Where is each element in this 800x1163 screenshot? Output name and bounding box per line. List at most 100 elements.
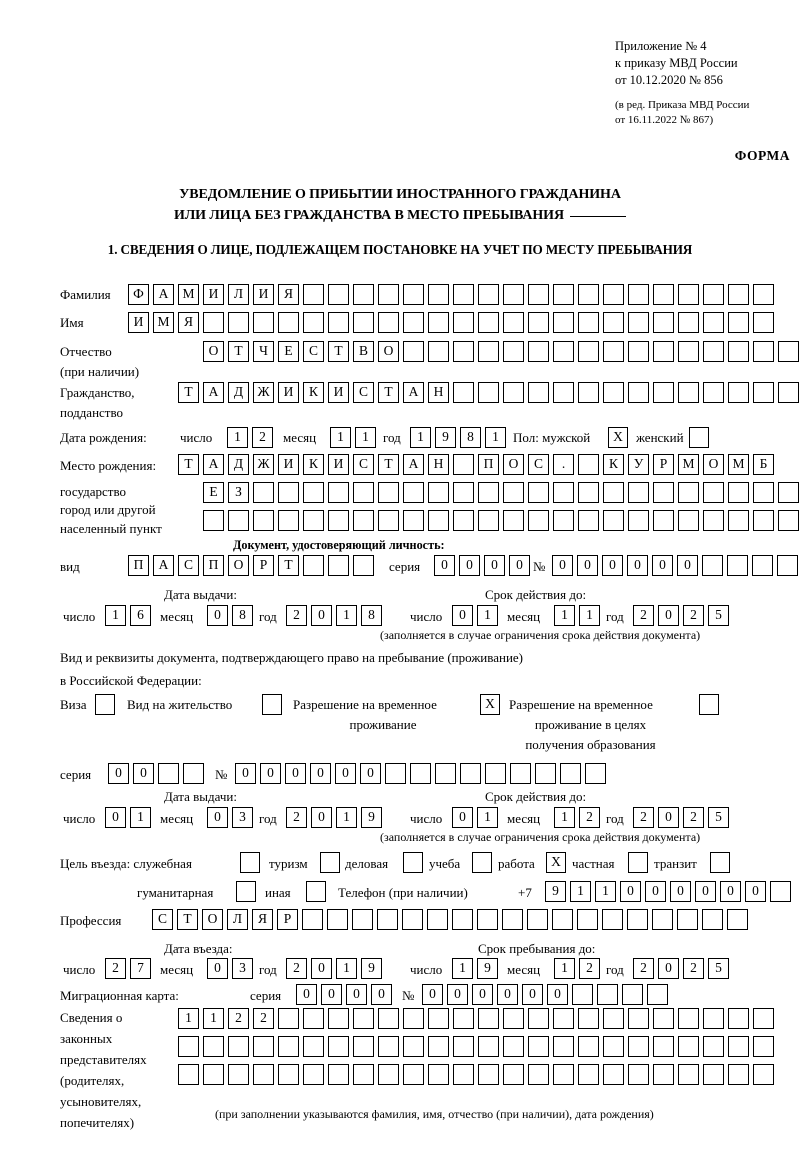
checkbox-purpose-official[interactable] [240, 852, 260, 873]
checkbox-residence-permit[interactable] [262, 694, 282, 715]
input-cell[interactable] [703, 382, 724, 403]
input-cell[interactable] [303, 510, 324, 531]
input-cell[interactable]: И [328, 454, 349, 475]
input-cell[interactable] [628, 1008, 649, 1029]
input-cell[interactable] [503, 1036, 524, 1057]
input-cell[interactable] [677, 909, 698, 930]
input-cell[interactable] [503, 1064, 524, 1085]
input-cell[interactable]: 9 [477, 958, 498, 979]
input-cell[interactable]: 1 [336, 958, 357, 979]
input-cell[interactable] [253, 1064, 274, 1085]
input-cell[interactable] [478, 482, 499, 503]
input-cell[interactable] [653, 341, 674, 362]
input-cell[interactable]: 2 [633, 807, 654, 828]
input-cell[interactable] [528, 510, 549, 531]
input-cell[interactable] [553, 341, 574, 362]
input-cell[interactable] [578, 312, 599, 333]
input-cell[interactable]: С [152, 909, 173, 930]
input-cell[interactable] [553, 312, 574, 333]
input-cell[interactable] [303, 1008, 324, 1029]
input-cell[interactable]: Ж [253, 454, 274, 475]
input-cell[interactable]: 0 [547, 984, 568, 1005]
input-cell[interactable]: Е [203, 482, 224, 503]
input-cell[interactable] [453, 1036, 474, 1057]
input-cell[interactable] [403, 1064, 424, 1085]
input-cell[interactable] [203, 1064, 224, 1085]
input-cell[interactable] [410, 763, 431, 784]
input-cell[interactable] [328, 1064, 349, 1085]
checkbox-purpose-tourism[interactable] [320, 852, 340, 873]
input-cell[interactable] [728, 482, 749, 503]
input-cell[interactable] [728, 510, 749, 531]
input-cell[interactable]: О [378, 341, 399, 362]
input-cell[interactable] [478, 1064, 499, 1085]
input-cell[interactable]: Р [653, 454, 674, 475]
input-cell[interactable] [597, 984, 618, 1005]
input-cell[interactable] [478, 312, 499, 333]
input-cell[interactable]: 1 [477, 807, 498, 828]
input-cell[interactable]: 0 [745, 881, 766, 902]
input-cell[interactable] [353, 555, 374, 576]
input-cell[interactable]: 0 [497, 984, 518, 1005]
input-cell[interactable] [753, 382, 774, 403]
input-cell[interactable] [403, 1008, 424, 1029]
input-cell[interactable] [703, 312, 724, 333]
input-cell[interactable]: 0 [670, 881, 691, 902]
input-cell[interactable] [678, 341, 699, 362]
input-cell[interactable]: Р [253, 555, 274, 576]
input-cell[interactable] [553, 1064, 574, 1085]
input-cell[interactable]: 5 [708, 605, 729, 626]
input-cell[interactable]: 1 [570, 881, 591, 902]
input-cell[interactable]: 0 [133, 763, 154, 784]
input-cell[interactable] [653, 1036, 674, 1057]
input-cell[interactable]: 0 [459, 555, 480, 576]
input-cell[interactable] [753, 284, 774, 305]
input-cell[interactable] [778, 482, 799, 503]
input-cell[interactable] [228, 1036, 249, 1057]
input-cell[interactable] [728, 1064, 749, 1085]
input-cell[interactable]: 8 [361, 605, 382, 626]
input-cell[interactable]: И [278, 382, 299, 403]
input-cell[interactable]: 0 [658, 958, 679, 979]
input-cell[interactable] [403, 482, 424, 503]
input-cell[interactable]: А [153, 284, 174, 305]
input-cell[interactable] [453, 341, 474, 362]
input-cell[interactable] [603, 510, 624, 531]
input-cell[interactable]: 2 [252, 427, 273, 448]
input-cell[interactable] [327, 909, 348, 930]
input-cell[interactable] [452, 909, 473, 930]
input-cell[interactable] [278, 312, 299, 333]
input-cell[interactable]: 9 [435, 427, 456, 448]
input-cell[interactable] [528, 1008, 549, 1029]
input-cell[interactable] [503, 510, 524, 531]
input-cell[interactable] [578, 284, 599, 305]
input-cell[interactable] [553, 510, 574, 531]
input-cell[interactable] [585, 763, 606, 784]
input-cell[interactable]: 2 [105, 958, 126, 979]
input-cell[interactable]: 0 [552, 555, 573, 576]
input-cell[interactable]: 1 [227, 427, 248, 448]
input-cell[interactable]: 2 [683, 958, 704, 979]
input-cell[interactable] [303, 1036, 324, 1057]
input-cell[interactable]: 0 [522, 984, 543, 1005]
input-cell[interactable] [703, 341, 724, 362]
input-cell[interactable]: 0 [677, 555, 698, 576]
input-cell[interactable] [428, 312, 449, 333]
input-cell[interactable] [628, 312, 649, 333]
input-cell[interactable]: В [353, 341, 374, 362]
input-cell[interactable]: 0 [422, 984, 443, 1005]
input-cell[interactable] [428, 1064, 449, 1085]
input-cell[interactable] [528, 284, 549, 305]
checkbox-sex-female[interactable] [689, 427, 709, 448]
input-cell[interactable] [503, 382, 524, 403]
